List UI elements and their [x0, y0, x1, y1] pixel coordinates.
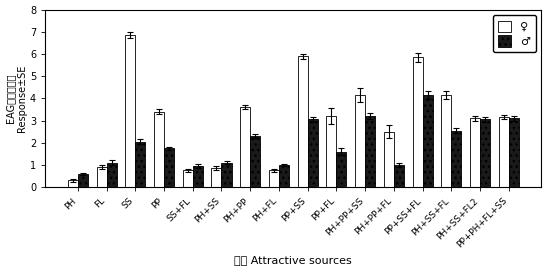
- Bar: [423, 95, 433, 187]
- Bar: [384, 132, 394, 187]
- Bar: [499, 117, 509, 187]
- Bar: [183, 170, 193, 187]
- Bar: [509, 118, 519, 187]
- Bar: [154, 112, 164, 187]
- Bar: [68, 180, 78, 187]
- Bar: [269, 170, 279, 187]
- Bar: [212, 168, 222, 187]
- Bar: [394, 165, 404, 187]
- Bar: [250, 136, 260, 187]
- Bar: [107, 163, 117, 187]
- Bar: [298, 56, 308, 187]
- Bar: [240, 107, 250, 187]
- Bar: [441, 95, 451, 187]
- X-axis label: 诱源 Attractive sources: 诱源 Attractive sources: [235, 256, 352, 265]
- Bar: [279, 165, 289, 187]
- Legend: ♀, ♂: ♀, ♂: [492, 15, 536, 53]
- Y-axis label: EAG反应绝对值
Response±SE: EAG反应绝对值 Response±SE: [5, 65, 27, 132]
- Bar: [125, 35, 135, 187]
- Bar: [365, 116, 375, 187]
- Bar: [193, 166, 203, 187]
- Bar: [135, 142, 146, 187]
- Bar: [96, 167, 107, 187]
- Bar: [336, 151, 346, 187]
- Bar: [480, 120, 490, 187]
- Bar: [355, 95, 365, 187]
- Bar: [308, 120, 318, 187]
- Bar: [470, 118, 480, 187]
- Bar: [222, 163, 231, 187]
- Bar: [327, 116, 336, 187]
- Bar: [164, 148, 174, 187]
- Bar: [451, 131, 462, 187]
- Bar: [78, 174, 88, 187]
- Bar: [412, 57, 423, 187]
